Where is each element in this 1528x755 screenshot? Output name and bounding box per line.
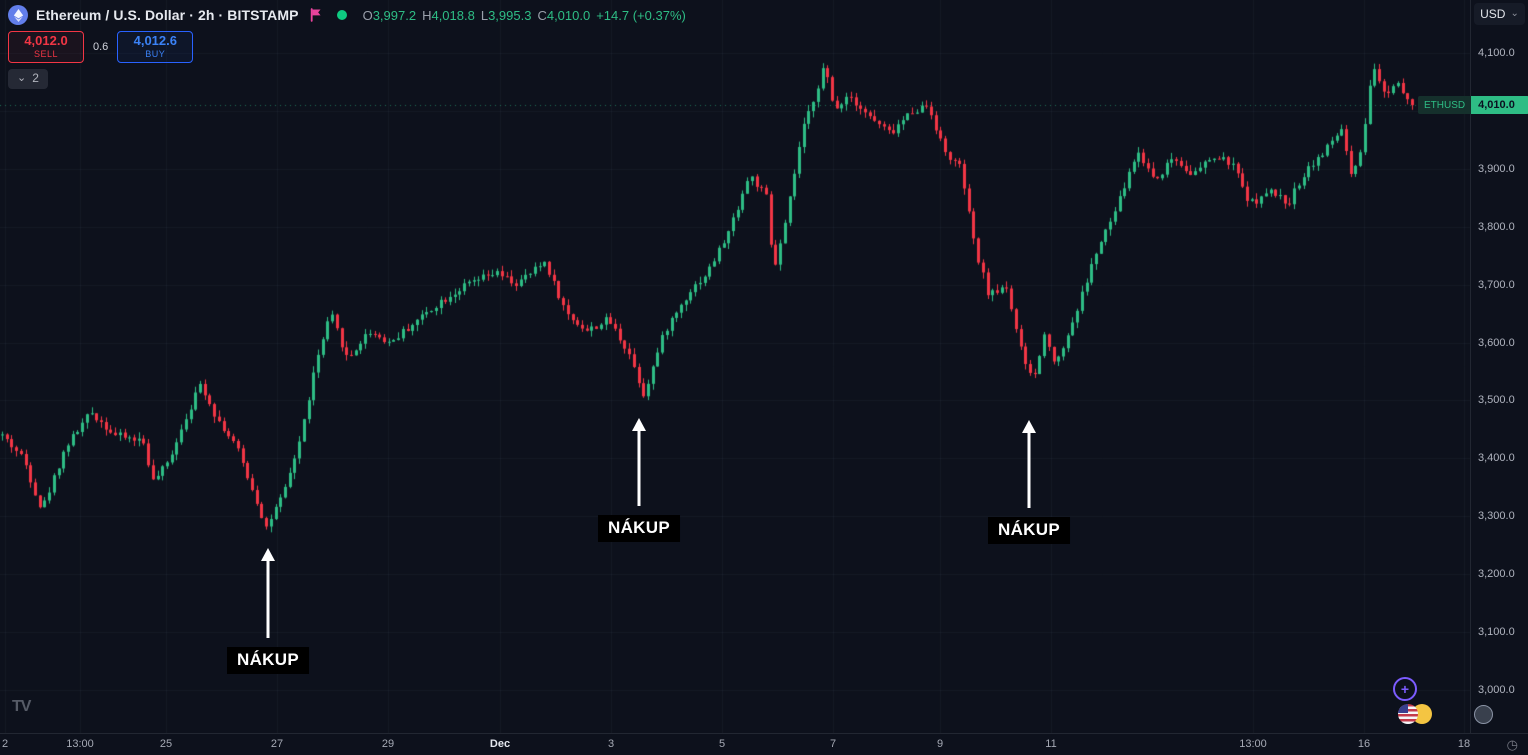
price-axis[interactable]: USD ⌄ 4,100.0 3,900.0 3,800.0 3,700.0 3,600.… xyxy=(1418,0,1528,733)
close-value: 4,010.0 xyxy=(546,7,591,23)
us-flag-emoji-icon xyxy=(1398,704,1418,724)
ethereum-logo-icon xyxy=(8,5,28,25)
time-axis-label: 13:00 xyxy=(1239,738,1267,750)
sell-price: 4,012.0 xyxy=(24,33,68,48)
low-value: 3,995.3 xyxy=(488,7,532,23)
time-axis-label: 2 xyxy=(1,738,9,750)
buy-price: 4,012.6 xyxy=(133,33,177,48)
sell-label: SELL xyxy=(33,48,59,59)
price-axis-label: 3,200.0 xyxy=(1478,568,1515,581)
change-value: +14.7 (+0.37%) xyxy=(596,7,686,23)
low-label: L xyxy=(480,7,489,23)
sell-button[interactable]: 4,012.0 SELL xyxy=(8,31,84,64)
chart-header: Ethereum / U.S. Dollar · 2h · BITSTAMP O… xyxy=(8,5,686,25)
candlestick-chart[interactable] xyxy=(0,0,1470,733)
price-axis-label: 3,900.0 xyxy=(1478,162,1515,175)
layers-count: 2 xyxy=(32,71,39,85)
high-value: 4,018.8 xyxy=(431,7,475,23)
price-axis-label: 3,300.0 xyxy=(1478,510,1515,523)
time-axis[interactable]: 2 13:00 25 27 29 Dec 3 5 7 9 11 13:00 16 18 ◷ xyxy=(0,733,1528,755)
flag-canton xyxy=(1398,704,1408,713)
price-axis-label: 3,800.0 xyxy=(1478,220,1515,233)
time-axis-label: Dec xyxy=(489,738,511,750)
time-axis-label: 5 xyxy=(718,738,726,750)
price-axis-label: 3,700.0 xyxy=(1478,278,1515,291)
time-axis-label: 16 xyxy=(1357,738,1371,750)
tag-symbol: ETHUSD xyxy=(1418,96,1472,115)
object-tree-toggle[interactable]: ⌄ 2 xyxy=(8,69,48,89)
chevron-down-icon: ⌄ xyxy=(17,71,27,84)
clock-icon[interactable] xyxy=(1474,705,1493,724)
chevron-down-icon: ⌄ xyxy=(1510,8,1519,19)
emoji-reactions[interactable] xyxy=(1398,704,1440,726)
time-axis-label: 11 xyxy=(1045,738,1057,750)
price-axis-label: 3,400.0 xyxy=(1478,452,1515,465)
price-axis-label: 4,100.0 xyxy=(1478,47,1515,59)
plus-icon: + xyxy=(1400,681,1410,697)
timezone-clock-icon[interactable]: ◷ xyxy=(1506,737,1518,752)
time-axis-label: 3 xyxy=(607,738,615,750)
price-axis-label: 3,600.0 xyxy=(1478,336,1515,349)
time-axis-label: 9 xyxy=(936,738,944,750)
currency-selector[interactable]: USD ⌄ xyxy=(1474,3,1525,25)
tradingview-logo[interactable]: TV xyxy=(12,698,31,715)
tag-price: 4,010.0 xyxy=(1471,96,1528,115)
close-label: C xyxy=(537,7,547,23)
time-axis-label: 29 xyxy=(381,738,395,750)
symbol-title[interactable]: Ethereum / U.S. Dollar · 2h · BITSTAMP xyxy=(36,7,299,23)
chart-canvas-area[interactable]: NÁKUP NÁKUP NÁKUP Ethereum / U.S. Dollar ·… xyxy=(0,0,1470,733)
buy-label: BUY xyxy=(145,48,166,59)
time-axis-label: 18 xyxy=(1457,738,1471,750)
flag-icon[interactable] xyxy=(309,8,323,22)
currency-label: USD xyxy=(1480,7,1506,21)
buy-sell-panel: 4,012.0 SELL 0.6 4,012.6 BUY xyxy=(8,31,194,64)
time-axis-label: 7 xyxy=(829,738,837,750)
price-axis-label: 3,000.0 xyxy=(1478,684,1515,696)
open-label: O xyxy=(362,7,373,23)
price-axis-label: 3,100.0 xyxy=(1478,626,1515,639)
spread-value: 0.6 xyxy=(93,41,109,54)
high-label: H xyxy=(422,7,432,23)
time-axis-label: 25 xyxy=(159,738,173,750)
price-axis-label: 3,500.0 xyxy=(1478,394,1515,407)
ohlc-values: O3,997.2 H4,018.8 L3,995.3 C4,010.0 +14.… xyxy=(363,8,686,23)
open-value: 3,997.2 xyxy=(372,7,417,23)
buy-button[interactable]: 4,012.6 BUY xyxy=(117,31,194,64)
time-axis-label: 27 xyxy=(270,738,284,750)
last-price-tag: ETHUSD 4,010.0 xyxy=(1418,96,1528,115)
time-axis-label: 13:00 xyxy=(66,738,94,750)
market-status-icon xyxy=(336,10,347,20)
add-reaction-button[interactable]: + xyxy=(1393,677,1417,701)
